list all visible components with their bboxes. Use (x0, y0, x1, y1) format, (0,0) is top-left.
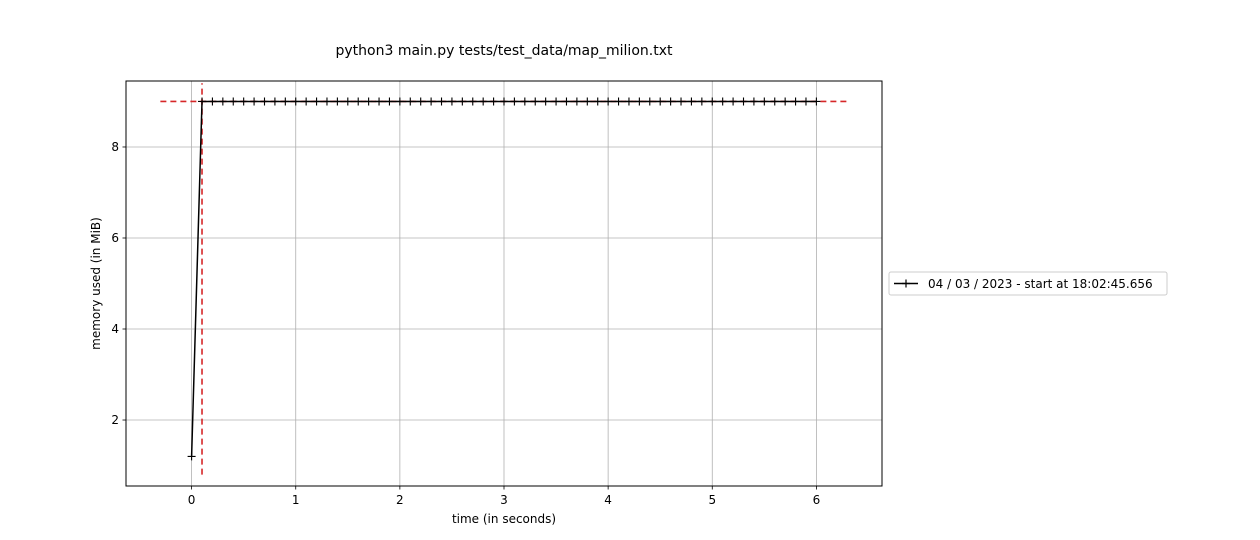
y-axis-label: memory used (in MiB) (89, 217, 103, 350)
data-point (749, 97, 758, 106)
data-point (291, 97, 300, 106)
data-point (645, 97, 654, 106)
data-point (614, 97, 623, 106)
data-point (447, 97, 456, 106)
data-point (562, 97, 571, 106)
data-point (708, 97, 717, 106)
data-point (593, 97, 602, 106)
legend-box (888, 271, 1168, 296)
data-point (812, 97, 821, 106)
legend: 04 / 03 / 2023 - start at 18:02:45.656 (888, 271, 1168, 296)
data-point (322, 97, 331, 106)
data-point (187, 452, 196, 461)
data-point (198, 97, 207, 106)
y-tick-label: 4 (111, 322, 119, 336)
data-point (489, 97, 498, 106)
y-tick-label: 2 (111, 413, 119, 427)
series-layer (187, 97, 821, 461)
data-point (416, 97, 425, 106)
data-point (697, 97, 706, 106)
chart-title: python3 main.py tests/test_data/map_mili… (336, 43, 673, 59)
grid (126, 81, 882, 486)
data-point (427, 97, 436, 106)
data-point (437, 97, 446, 106)
data-point (260, 97, 269, 106)
data-point (302, 97, 311, 106)
data-point (760, 97, 769, 106)
y-tick-label: 6 (111, 231, 119, 245)
data-point (770, 97, 779, 106)
data-point (395, 97, 404, 106)
x-tick-label: 3 (500, 493, 508, 507)
x-tick-label: 2 (396, 493, 404, 507)
data-point (458, 97, 467, 106)
data-point (406, 97, 415, 106)
x-tick-label: 6 (813, 493, 821, 507)
data-point (718, 97, 727, 106)
data-point (375, 97, 384, 106)
data-point (270, 97, 279, 106)
data-point (729, 97, 738, 106)
data-point (281, 97, 290, 106)
data-point (635, 97, 644, 106)
data-point (510, 97, 519, 106)
data-point (312, 97, 321, 106)
data-point (333, 97, 342, 106)
data-point (468, 97, 477, 106)
x-tick-label: 1 (292, 493, 300, 507)
data-point (531, 97, 540, 106)
legend-label: 04 / 03 / 2023 - start at 18:02:45.656 (928, 277, 1153, 291)
data-point (364, 97, 373, 106)
data-point (687, 97, 696, 106)
data-point (552, 97, 561, 106)
data-point (229, 97, 238, 106)
data-point (479, 97, 488, 106)
data-point (781, 97, 790, 106)
x-tick-label: 0 (188, 493, 196, 507)
data-point (656, 97, 665, 106)
data-point (343, 97, 352, 106)
x-tick-label: 4 (604, 493, 612, 507)
data-point (801, 97, 810, 106)
data-point (385, 97, 394, 106)
data-point (218, 97, 227, 106)
data-point (239, 97, 248, 106)
data-point (677, 97, 686, 106)
data-point (583, 97, 592, 106)
data-point (791, 97, 800, 106)
data-point (208, 97, 217, 106)
data-point (520, 97, 529, 106)
data-point (624, 97, 633, 106)
x-axis-label: time (in seconds) (452, 512, 556, 526)
data-point (572, 97, 581, 106)
data-point (500, 97, 508, 106)
data-point (541, 97, 550, 106)
data-point (604, 97, 613, 106)
data-point (739, 97, 748, 106)
data-point (666, 97, 675, 106)
y-tick-label: 8 (111, 140, 119, 154)
x-tick-label: 5 (708, 493, 716, 507)
legend-marker-icon (902, 279, 910, 288)
axis-ticks: 0 1 2 3 4 5 6 2 4 6 8 (111, 140, 820, 507)
data-point (250, 97, 259, 106)
data-point (354, 97, 363, 106)
